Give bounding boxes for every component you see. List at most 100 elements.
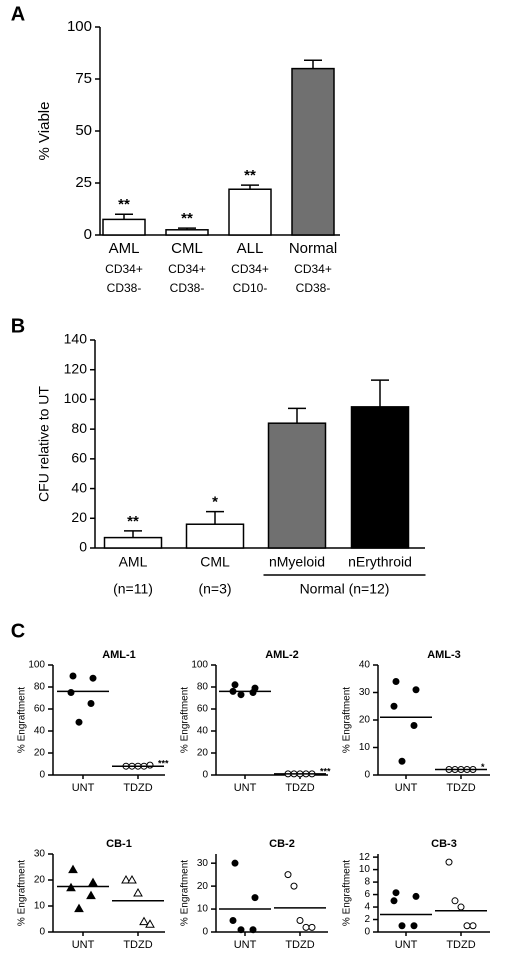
- point: [249, 689, 257, 696]
- panel-title: CB-2: [269, 838, 295, 850]
- point: [445, 858, 453, 866]
- panel-label: A: [11, 3, 25, 25]
- y-tick-label: 40: [359, 660, 371, 671]
- y-axis-label: CFU relative to UT: [36, 386, 52, 502]
- x-tick-label: (n=11): [113, 581, 153, 597]
- x-tick-label: CD10-: [233, 281, 268, 295]
- point: [412, 686, 420, 694]
- y-tick-label: 100: [191, 660, 208, 671]
- x-tick-label: CD38-: [170, 281, 205, 295]
- point: [68, 864, 78, 874]
- point: [451, 897, 459, 905]
- y-tick-label: 6: [364, 889, 370, 900]
- panel-label: C: [11, 620, 25, 642]
- y-tick-label: 0: [202, 770, 208, 781]
- point: [398, 922, 406, 930]
- y-tick-label: 12: [359, 852, 371, 863]
- x-tick-label: AML: [119, 554, 148, 570]
- point: [284, 871, 292, 879]
- point: [69, 672, 77, 680]
- significance: *: [212, 494, 218, 511]
- x-tick-label: UNT: [234, 782, 257, 794]
- y-tick-label: 20: [34, 875, 46, 886]
- x-tick-label: CD38-: [107, 281, 142, 295]
- x-tick-label: (n=3): [198, 581, 231, 597]
- point: [398, 757, 406, 765]
- point: [66, 882, 76, 892]
- panel-title: AML-3: [427, 649, 461, 661]
- significance: **: [181, 210, 193, 227]
- x-tick-label: nMyeloid: [269, 554, 325, 570]
- bar: [103, 536, 163, 549]
- point: [296, 917, 304, 925]
- group-label: Normal (n=12): [300, 581, 390, 597]
- x-tick-label: nErythroid: [348, 554, 412, 570]
- y-tick-label: 0: [79, 539, 87, 555]
- bar: [228, 188, 272, 236]
- x-tick-label: CD34+: [231, 262, 269, 276]
- bar: [185, 523, 245, 549]
- y-tick-label: 4: [364, 902, 370, 913]
- point: [121, 874, 131, 884]
- y-tick-label: 20: [359, 715, 371, 726]
- y-tick-label: 2: [364, 914, 370, 925]
- point: [390, 897, 398, 905]
- x-tick-label: CD34+: [105, 262, 143, 276]
- y-tick-label: 60: [197, 704, 209, 715]
- point: [390, 702, 398, 710]
- y-tick-label: 0: [364, 927, 370, 938]
- x-tick-label: UNT: [234, 939, 257, 951]
- y-tick-label: 30: [197, 858, 209, 869]
- y-tick-label: 100: [28, 660, 45, 671]
- point: [89, 674, 97, 682]
- point: [237, 691, 245, 699]
- y-axis-label: % Engraftment: [180, 860, 191, 926]
- significance: **: [244, 167, 256, 184]
- point: [251, 894, 259, 902]
- point: [86, 890, 96, 900]
- y-tick-label: 80: [34, 682, 46, 693]
- x-tick-label: TDZD: [123, 939, 152, 951]
- panel-title: AML-1: [102, 649, 136, 661]
- x-tick-label: UNT: [395, 782, 418, 794]
- significance: *: [481, 762, 485, 772]
- x-tick-label: ALL: [237, 240, 264, 257]
- significance: **: [127, 513, 139, 530]
- point: [133, 887, 143, 897]
- point: [146, 761, 154, 769]
- point: [75, 718, 83, 726]
- y-tick-label: 40: [34, 726, 46, 737]
- y-tick-label: 75: [75, 70, 92, 87]
- point: [67, 689, 75, 696]
- bar: [165, 229, 209, 236]
- point: [302, 923, 310, 931]
- point: [412, 892, 420, 900]
- y-tick-label: 0: [39, 770, 45, 781]
- x-tick-label: CD34+: [168, 262, 206, 276]
- point: [290, 882, 298, 890]
- x-tick-label: UNT: [72, 782, 95, 794]
- y-axis-label: % Engraftment: [17, 687, 28, 753]
- y-tick-label: 20: [34, 748, 46, 759]
- point: [87, 700, 95, 707]
- y-axis-label: % Engraftment: [17, 860, 28, 926]
- y-tick-label: 120: [64, 360, 88, 376]
- point: [392, 678, 400, 685]
- bar: [350, 406, 410, 549]
- y-tick-label: 60: [71, 450, 87, 466]
- y-axis-label: % Viable: [36, 102, 53, 161]
- y-tick-label: 100: [64, 390, 88, 406]
- x-tick-label: TDZD: [285, 939, 314, 951]
- y-tick-label: 80: [71, 420, 87, 436]
- y-tick-label: 0: [39, 927, 45, 938]
- y-tick-label: 30: [34, 849, 46, 860]
- y-tick-label: 10: [34, 901, 46, 912]
- y-tick-label: 25: [75, 174, 92, 191]
- x-tick-label: CML: [200, 554, 230, 570]
- y-tick-label: 20: [71, 509, 87, 525]
- y-axis-label: % Engraftment: [342, 687, 353, 753]
- point: [237, 926, 245, 934]
- y-tick-label: 10: [359, 864, 371, 875]
- point: [457, 903, 465, 911]
- significance: ***: [158, 759, 169, 769]
